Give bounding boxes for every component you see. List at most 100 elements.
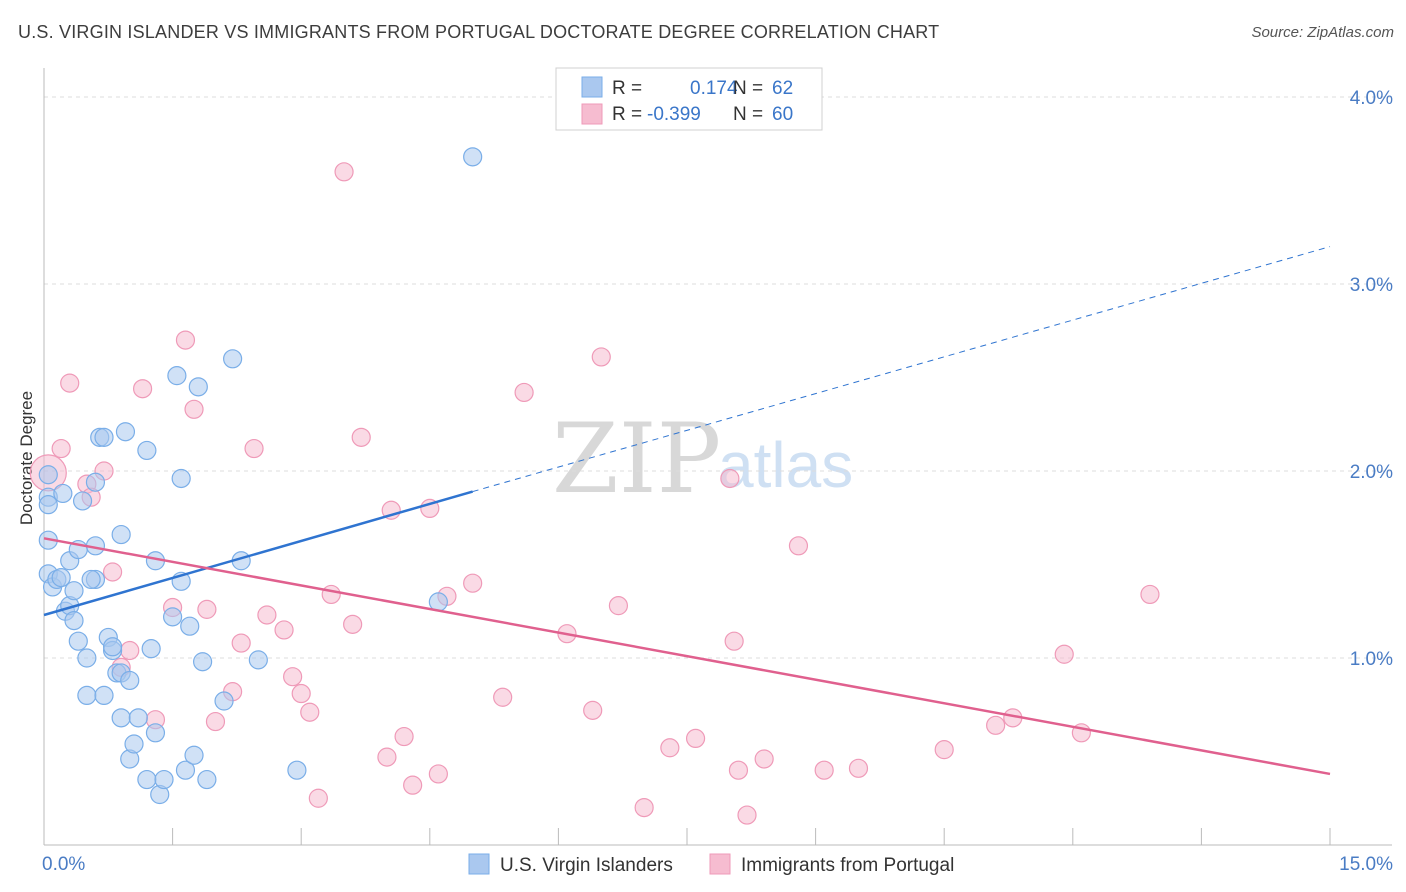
source-label: Source: ZipAtlas.com: [1251, 24, 1394, 41]
pink-point-40: [583, 700, 603, 720]
legend-series: U.S. Virgin Islanders Immigrants from Po…: [468, 853, 954, 876]
pink-point-47: [728, 760, 749, 780]
blue-point-32: [115, 422, 136, 442]
blue-point-18: [77, 648, 97, 668]
pink-point-38: [514, 382, 534, 403]
pink-point-36: [463, 573, 483, 593]
blue-point-54: [214, 691, 234, 711]
legend-stats: R = 0.174 N = 62 R = -0.399 N = 60: [555, 67, 823, 131]
chart-title: U.S. VIRGIN ISLANDER VS IMMIGRANTS FROM …: [18, 22, 940, 42]
legend-n-value-blue: 62: [772, 78, 793, 99]
grid-lines: [44, 96, 1392, 659]
pink-point-18: [244, 438, 264, 459]
pink-point-9: [132, 379, 153, 399]
pink-point-49: [754, 749, 774, 769]
pink-point-44: [685, 728, 706, 749]
pink-point-41: [591, 347, 611, 367]
blue-point-29: [111, 708, 131, 728]
pink-point-19: [257, 605, 277, 625]
pink-point-29: [377, 747, 397, 767]
blue-point-2: [38, 495, 58, 515]
pink-point-37: [493, 687, 513, 707]
legend-r-value-blue: 0.174: [690, 78, 738, 99]
blue-point-20: [85, 472, 106, 492]
blue-point-30: [111, 524, 131, 545]
pink-point-20: [274, 620, 294, 640]
blue-point-37: [137, 440, 157, 461]
pink-point-1: [51, 438, 71, 459]
blue-point-39: [141, 639, 161, 659]
blue-point-41: [145, 723, 166, 743]
pink-point-13: [184, 399, 204, 419]
blue-point-8: [53, 483, 73, 504]
pink-point-54: [986, 715, 1006, 735]
legend-r-label-pink: R =: [612, 104, 642, 125]
pink-point-56: [1054, 644, 1074, 664]
pink-point-24: [308, 788, 328, 808]
pink-point-52: [848, 758, 869, 778]
blue-point-49: [180, 616, 200, 636]
pink-point-32: [403, 775, 423, 795]
pink-point-43: [660, 738, 680, 758]
pink-point-2: [60, 373, 80, 393]
pink-point-17: [231, 633, 251, 653]
blue-point-53: [197, 769, 217, 790]
pink-point-8: [120, 640, 140, 661]
pink-point-28: [351, 427, 371, 447]
blue-point-24: [94, 685, 114, 706]
y-tick-labels: 1.0% 2.0% 3.0% 4.0%: [1350, 88, 1393, 670]
series-us-virgin-islanders: [38, 147, 483, 805]
legend-r-label-blue: R =: [612, 78, 642, 99]
legend-series-name-pink: Immigrants from Portugal: [741, 855, 954, 876]
blue-point-34: [120, 670, 140, 691]
blue-point-36: [128, 708, 148, 728]
blue-point-17: [77, 685, 97, 706]
pink-point-45: [720, 468, 740, 489]
pink-point-46: [724, 631, 744, 651]
y-tick-label-2: 3.0%: [1350, 275, 1393, 296]
pink-point-25: [321, 584, 341, 605]
pink-point-6: [102, 562, 123, 582]
y-tick-label-0: 1.0%: [1350, 649, 1393, 670]
legend-n-label-pink: N =: [733, 104, 763, 125]
trend-line-blue-solid: [43, 490, 474, 617]
legend-series-name-blue: U.S. Virgin Islanders: [500, 855, 673, 876]
x-tick-label-1: 15.0%: [1339, 854, 1393, 875]
y-tick-label-1: 2.0%: [1350, 462, 1393, 483]
pink-point-27: [343, 614, 363, 634]
blue-point-12: [64, 581, 84, 601]
trend-line-pink: [43, 537, 1331, 776]
legend-series-swatch-pink: [709, 853, 731, 875]
trend-lines: [43, 246, 1331, 776]
pink-point-26: [334, 162, 354, 182]
legend-n-value-pink: 60: [772, 104, 793, 125]
blue-point-44: [163, 607, 183, 627]
watermark: ZIP atlas: [552, 403, 853, 515]
blue-point-14: [68, 631, 88, 651]
blue-point-46: [171, 468, 191, 489]
pink-point-58: [1140, 584, 1160, 605]
blue-point-61: [81, 569, 101, 590]
blue-point-50: [184, 745, 204, 765]
pink-point-59: [634, 797, 654, 818]
pink-point-50: [788, 536, 809, 556]
pink-point-34: [428, 764, 448, 784]
legend-r-value-pink: -0.399: [647, 104, 701, 125]
blue-point-43: [154, 769, 174, 790]
pink-point-31: [394, 726, 414, 747]
blue-point-13: [64, 610, 84, 631]
y-axis-label: Doctorate Degree: [17, 391, 36, 525]
pink-point-12: [175, 330, 196, 350]
pink-point-14: [197, 599, 217, 619]
y-tick-label-3: 4.0%: [1350, 88, 1393, 109]
pink-point-42: [608, 596, 629, 616]
blue-point-51: [188, 377, 208, 397]
pink-point-15: [205, 711, 226, 732]
blue-point-16: [72, 491, 93, 511]
blue-point-0: [38, 465, 58, 485]
pink-point-51: [814, 760, 834, 780]
blue-point-52: [193, 652, 213, 672]
blue-point-38: [137, 769, 157, 790]
blue-point-55: [223, 349, 243, 369]
